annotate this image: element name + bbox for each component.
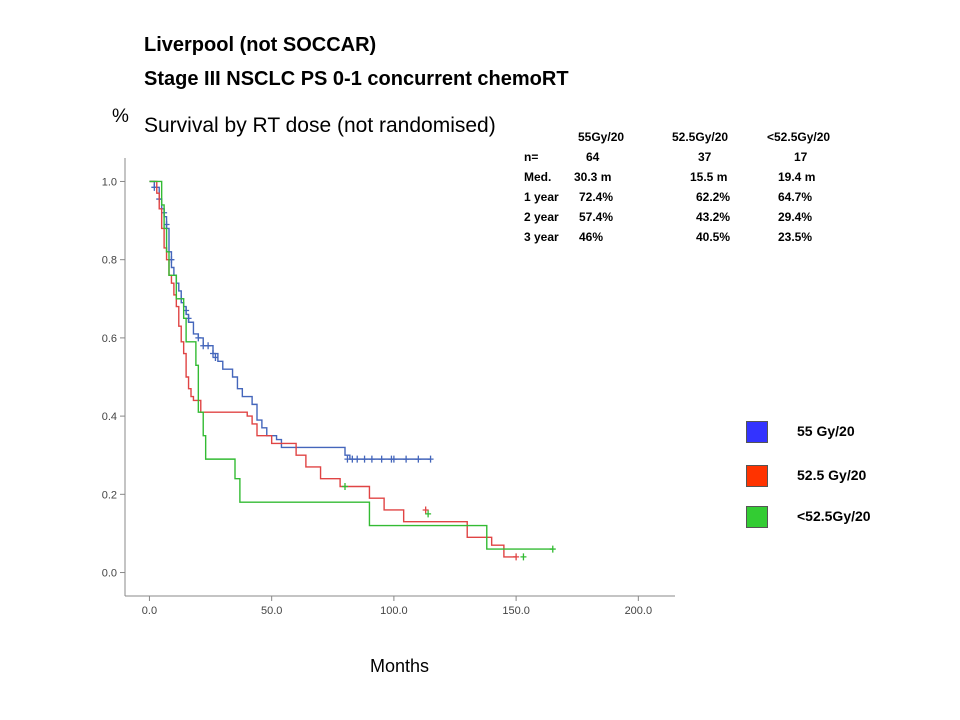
x-tick-label: 50.0 [261, 605, 282, 617]
legend-swatch [746, 421, 768, 443]
stats-cell: 72.4% [579, 190, 614, 204]
stats-row-label: Med. [524, 170, 552, 184]
censor-mark [195, 334, 202, 342]
stats-cell: 29.4% [778, 210, 813, 224]
y-tick-label: 0.6 [102, 333, 117, 345]
stats-cell: 64 [586, 150, 600, 164]
censor-mark [549, 545, 556, 553]
censor-mark [520, 553, 527, 561]
censor-mark [415, 455, 422, 463]
x-tick-label: 0.0 [142, 605, 157, 617]
stats-col-header: 52.5Gy/20 [672, 130, 729, 144]
censor-mark [403, 455, 410, 463]
stats-row-label: 1 year [524, 190, 559, 204]
censor-mark [205, 342, 212, 350]
x-axis-label: Months [370, 656, 430, 676]
censor-mark [427, 455, 434, 463]
stats-cell: 37 [698, 150, 712, 164]
x-tick-label: 100.0 [380, 605, 408, 617]
censor-mark [361, 455, 368, 463]
stats-cell: 40.5% [696, 230, 731, 244]
y-tick-label: 0.4 [102, 411, 117, 423]
title-line-2: Stage III NSCLC PS 0-1 concurrent chemoR… [144, 68, 569, 90]
stats-cell: 15.5 m [690, 170, 728, 184]
stats-cell: 64.7% [778, 190, 813, 204]
stats-row-label: n= [524, 150, 539, 164]
survival-chart: 0.0 0.2 0.4 0.6 0.8 1.0 0.0 50.0 100.0 150.0 200.0 [102, 158, 675, 617]
x-tick-label: 150.0 [502, 605, 530, 617]
stats-cell: 46% [579, 230, 604, 244]
legend-swatch [746, 506, 768, 528]
censor-mark [378, 455, 385, 463]
stats-cell: 17 [794, 150, 808, 164]
legend-swatch [746, 465, 768, 487]
censor-mark [425, 510, 432, 518]
censor-mark [513, 553, 520, 561]
censor-mark [368, 455, 375, 463]
legend-label: 55 Gy/20 [797, 423, 855, 439]
censor-mark [342, 483, 348, 490]
stats-cell: 62.2% [696, 190, 731, 204]
censor-mark [422, 506, 429, 514]
survival-stats-table: 55Gy/20 52.5Gy/20 <52.5Gy/20 n= 64 37 17… [524, 128, 864, 248]
legend-label: <52.5Gy/20 [797, 508, 871, 524]
chart-subtitle: Survival by RT dose (not randomised) [144, 114, 496, 137]
stats-cell: 19.4 m [778, 170, 816, 184]
series-line-3 [149, 180, 553, 550]
y-tick-label: 0.0 [102, 568, 117, 580]
y-tick-label: 1.0 [102, 176, 117, 188]
stats-cell: 23.5% [778, 230, 813, 244]
y-axis-label: % [112, 106, 129, 127]
stats-col-header: <52.5Gy/20 [767, 130, 831, 144]
series-line-1 [149, 180, 431, 460]
censor-mark [354, 455, 361, 463]
y-tick-label: 0.2 [102, 489, 117, 501]
legend-label: 52.5 Gy/20 [797, 467, 867, 483]
title-line-1: Liverpool (not SOCCAR) [144, 34, 377, 56]
censor-mark [212, 353, 219, 361]
censor-mark [210, 350, 216, 358]
series-line-2 [149, 180, 517, 558]
stats-col-header: 55Gy/20 [578, 130, 625, 144]
stats-row-label: 3 year [524, 230, 559, 244]
stats-cell: 57.4% [579, 210, 614, 224]
stats-cell: 43.2% [696, 210, 731, 224]
stats-row-label: 2 year [524, 210, 559, 224]
x-tick-label: 200.0 [625, 605, 653, 617]
censor-mark [390, 455, 397, 463]
stats-cell: 30.3 m [574, 170, 612, 184]
y-tick-label: 0.8 [102, 255, 117, 267]
